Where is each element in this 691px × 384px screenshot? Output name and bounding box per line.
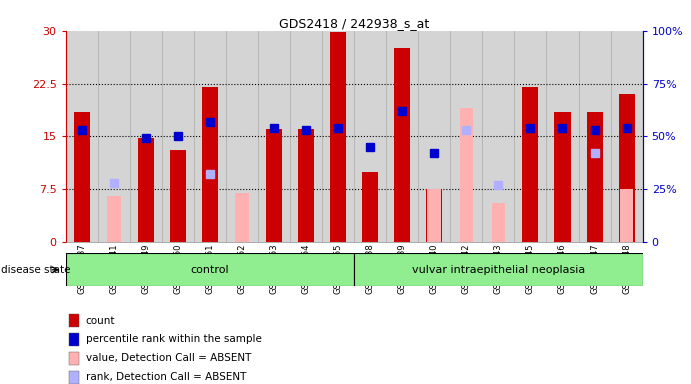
- Bar: [587, 112, 603, 242]
- Bar: [354, 253, 643, 286]
- Text: value, Detection Call = ABSENT: value, Detection Call = ABSENT: [86, 353, 252, 364]
- Bar: [394, 48, 410, 242]
- Bar: [611, 31, 643, 242]
- Bar: [290, 31, 322, 242]
- Bar: [130, 31, 162, 242]
- Bar: [138, 138, 154, 242]
- Bar: [68, 314, 79, 327]
- Text: disease state: disease state: [1, 265, 71, 275]
- Bar: [298, 129, 314, 242]
- Bar: [491, 203, 505, 242]
- Bar: [162, 31, 194, 242]
- Bar: [66, 253, 354, 286]
- Bar: [386, 31, 418, 242]
- Bar: [330, 32, 346, 242]
- Bar: [170, 151, 186, 242]
- Text: count: count: [86, 316, 115, 326]
- Title: GDS2418 / 242938_s_at: GDS2418 / 242938_s_at: [279, 17, 429, 30]
- Bar: [578, 31, 611, 242]
- Bar: [258, 31, 290, 242]
- Bar: [620, 189, 634, 242]
- Bar: [194, 31, 226, 242]
- Bar: [354, 31, 386, 242]
- Bar: [68, 352, 79, 365]
- Bar: [68, 333, 79, 346]
- Bar: [514, 31, 547, 242]
- Bar: [74, 112, 90, 242]
- Bar: [68, 371, 79, 384]
- Bar: [554, 112, 571, 242]
- Bar: [460, 108, 473, 242]
- Bar: [266, 129, 282, 242]
- Bar: [547, 31, 578, 242]
- Bar: [226, 31, 258, 242]
- Bar: [451, 31, 482, 242]
- Bar: [426, 189, 442, 242]
- Bar: [522, 87, 538, 242]
- Bar: [202, 87, 218, 242]
- Bar: [322, 31, 354, 242]
- Text: percentile rank within the sample: percentile rank within the sample: [86, 334, 262, 344]
- Text: vulvar intraepithelial neoplasia: vulvar intraepithelial neoplasia: [412, 265, 585, 275]
- Bar: [97, 31, 130, 242]
- Bar: [362, 172, 378, 242]
- Bar: [618, 94, 634, 242]
- Bar: [66, 31, 97, 242]
- Bar: [418, 31, 451, 242]
- Bar: [235, 193, 249, 242]
- Bar: [107, 196, 120, 242]
- Text: rank, Detection Call = ABSENT: rank, Detection Call = ABSENT: [86, 372, 246, 382]
- Bar: [482, 31, 514, 242]
- Text: control: control: [191, 265, 229, 275]
- Bar: [428, 189, 441, 242]
